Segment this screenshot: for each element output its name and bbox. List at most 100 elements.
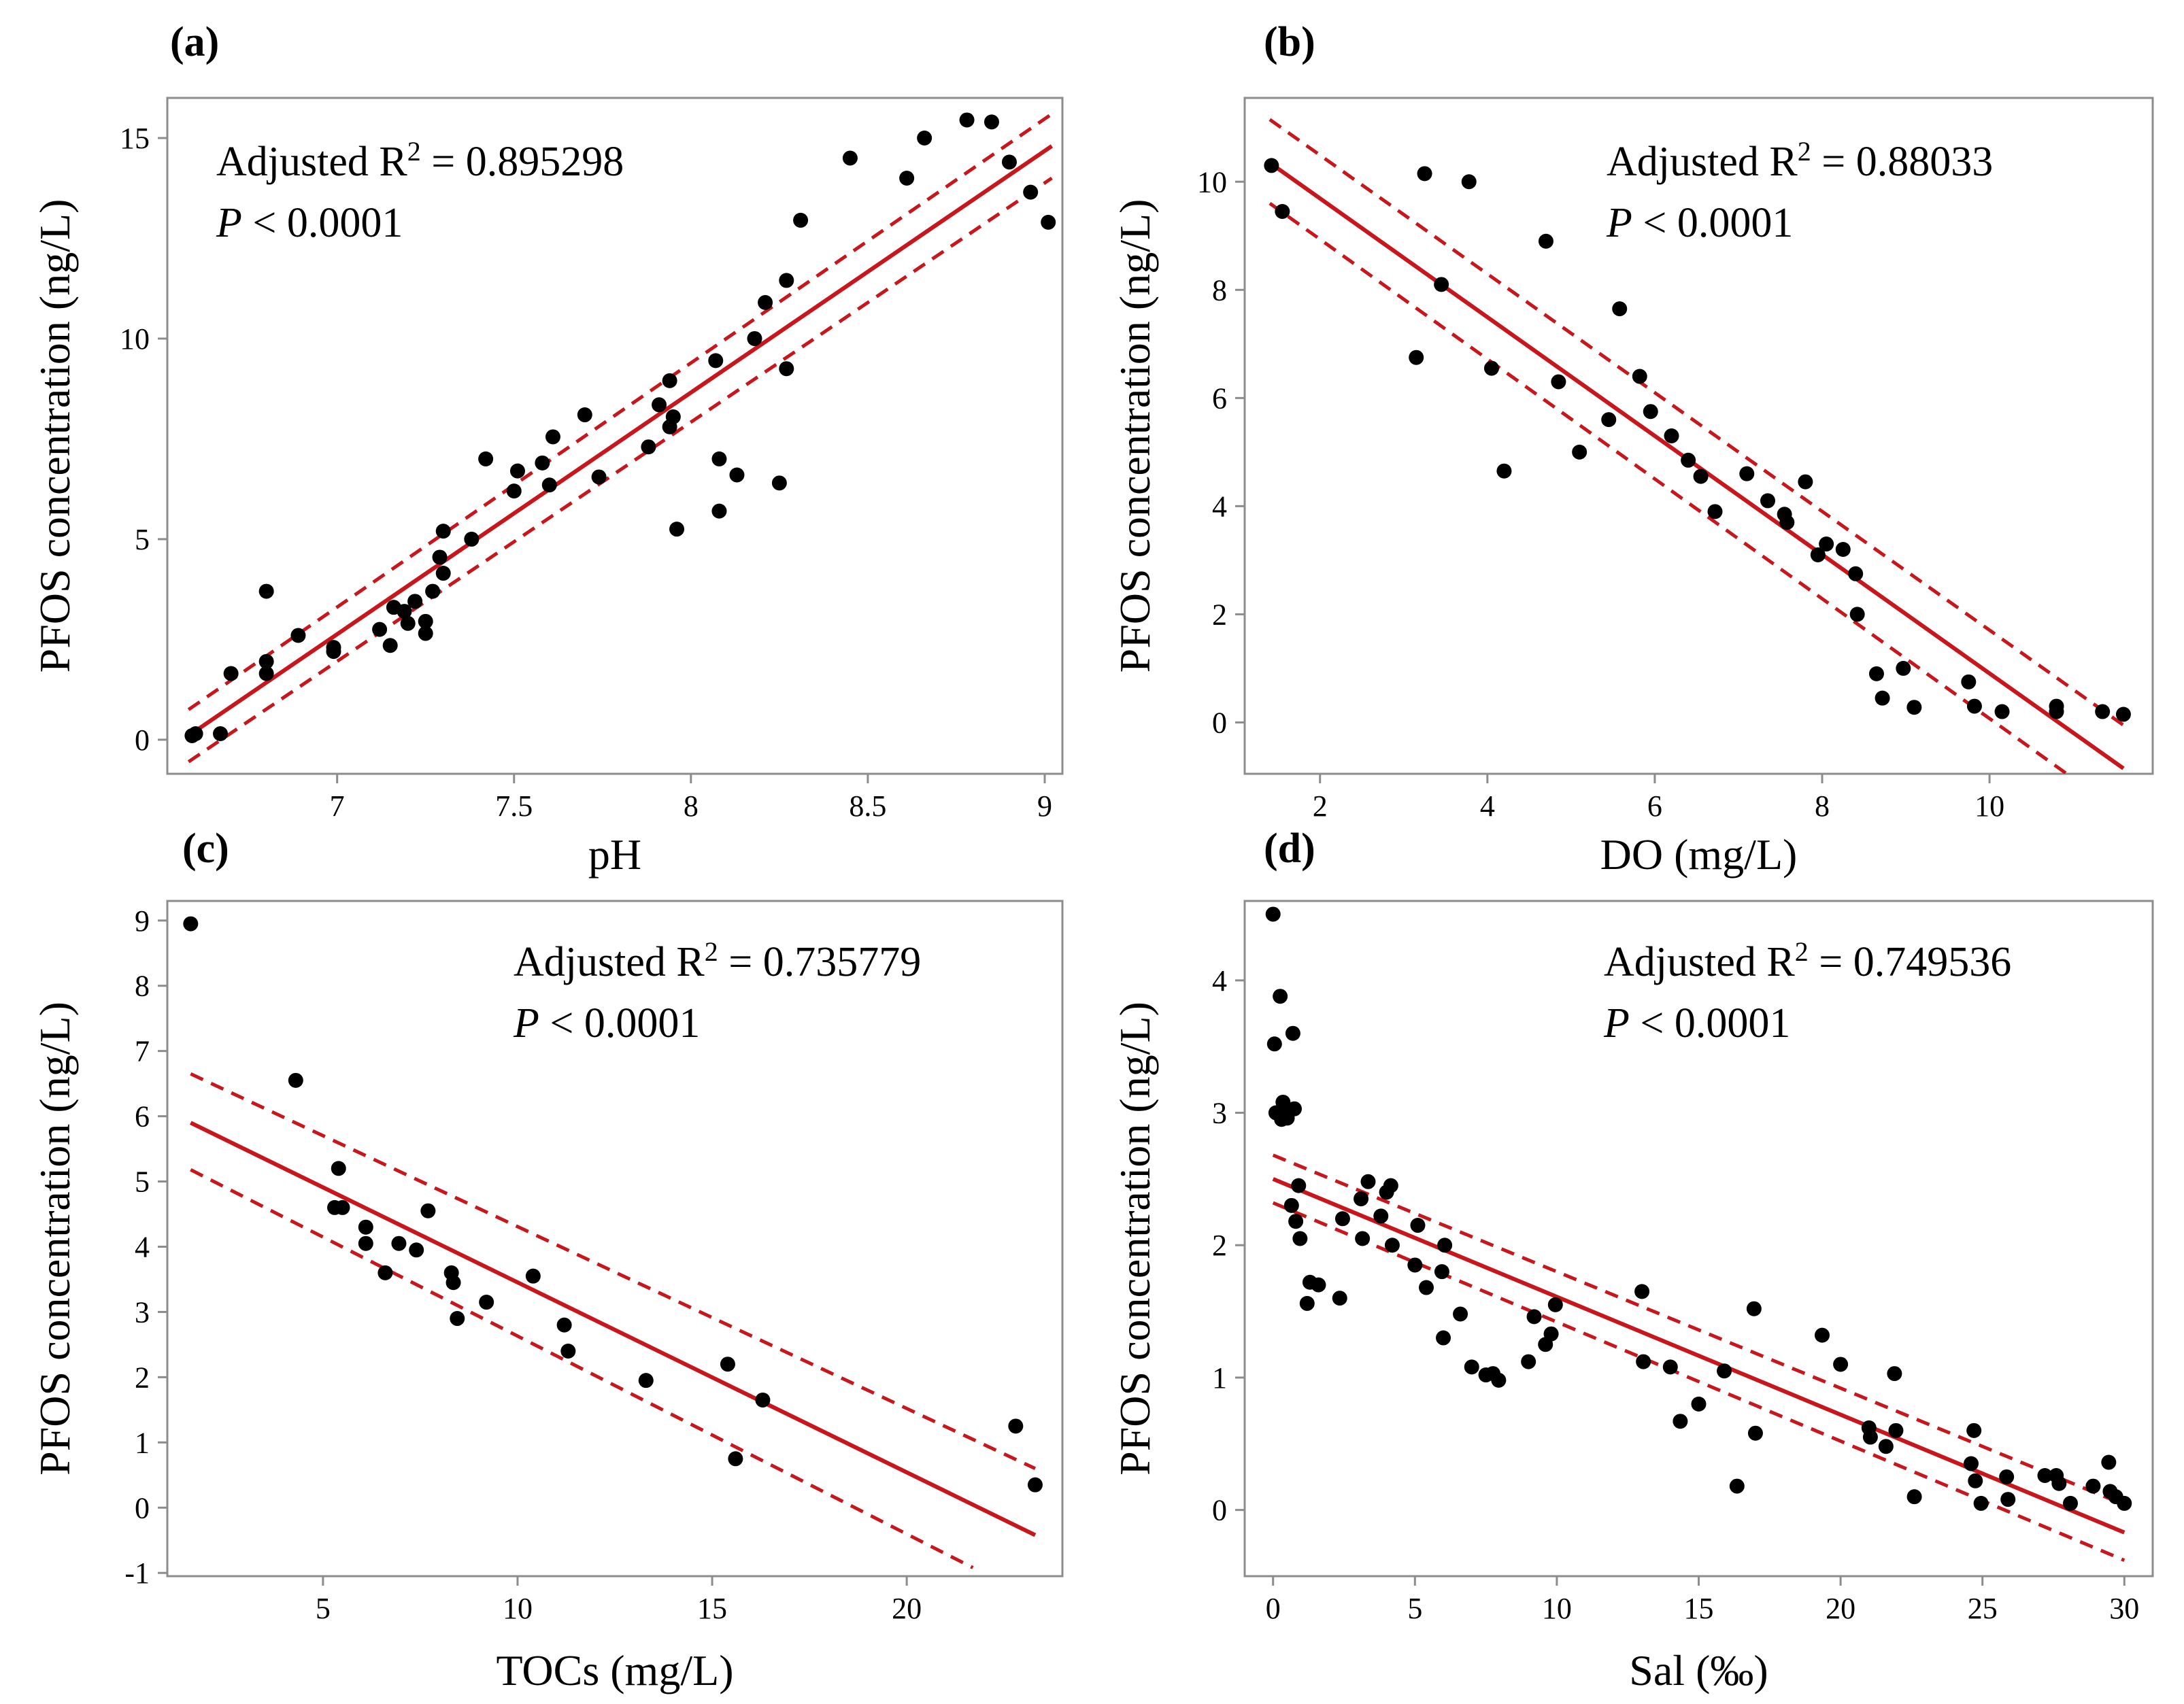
- data-point: [1664, 428, 1679, 443]
- data-point: [446, 1275, 461, 1291]
- data-point: [382, 638, 398, 653]
- panel-label: (a): [170, 19, 219, 65]
- data-point: [1643, 404, 1658, 420]
- data-point: [560, 1344, 576, 1359]
- data-point: [711, 503, 727, 519]
- panel-b: (b) 2 4 6 8 10 0 2 4 6 8 10 DO (mg/L) PFOS concentrat…: [1111, 19, 2154, 879]
- data-point: [2049, 704, 2064, 719]
- data-point: [1483, 360, 1499, 376]
- x-tick-label: 20: [1826, 1592, 1855, 1625]
- data-point: [899, 170, 915, 186]
- data-point: [793, 212, 809, 228]
- data-point: [2117, 1495, 2132, 1511]
- p-value: < 0.0001: [1632, 200, 1793, 246]
- p-value: < 0.0001: [242, 200, 403, 246]
- panel-label: (c): [182, 825, 229, 872]
- x-tick-label: 8: [684, 789, 699, 823]
- data-point: [1437, 1238, 1453, 1253]
- data-point: [1833, 1357, 1849, 1372]
- r2-value: = 0.895298: [421, 139, 624, 185]
- data-point: [258, 653, 274, 669]
- data-point: [258, 666, 274, 681]
- plot-frame: [166, 97, 1064, 775]
- regression-line: [190, 1121, 1037, 1537]
- x-tick-label: 7: [330, 789, 345, 823]
- y-tick-label: 7: [135, 1035, 150, 1068]
- data-point: [1868, 666, 1884, 681]
- data-point: [842, 150, 858, 166]
- data-point: [1434, 1264, 1449, 1280]
- x-tick-label: 9: [1037, 789, 1052, 823]
- r2-annotation: Adjusted R2 = 0.749536: [1604, 936, 2011, 985]
- x-axis-label: DO (mg/L): [1600, 830, 1798, 879]
- data-point: [1384, 1238, 1400, 1253]
- data-point: [1410, 1218, 1426, 1233]
- data-point: [1491, 1372, 1507, 1388]
- y-tick-label: 1: [135, 1426, 150, 1459]
- data-point: [665, 409, 681, 424]
- data-point: [509, 463, 525, 479]
- plot-area: [1264, 118, 2131, 774]
- y-tick-label: 15: [120, 122, 150, 155]
- data-point: [183, 916, 199, 932]
- data-point: [1999, 1469, 2015, 1484]
- y-tick-label: 2: [1212, 598, 1227, 631]
- data-point: [1572, 444, 1587, 460]
- data-point: [1543, 1326, 1559, 1342]
- y-tick-label: 1: [1212, 1361, 1227, 1395]
- p-symbol: P: [216, 200, 242, 246]
- y-tick-label: 9: [135, 904, 150, 938]
- data-point: [1779, 515, 1795, 530]
- data-point: [779, 273, 794, 288]
- data-point: [1819, 536, 1834, 552]
- data-point: [1419, 1280, 1434, 1295]
- data-point: [1041, 214, 1056, 230]
- data-point: [358, 1219, 373, 1235]
- y-tick-label: 0: [135, 723, 150, 757]
- plot-frame: [1243, 97, 2154, 775]
- data-point: [1896, 660, 1911, 676]
- data-point: [435, 566, 451, 581]
- data-point: [1434, 277, 1449, 292]
- ci-upper-line: [187, 112, 1053, 711]
- data-point: [377, 1265, 393, 1280]
- data-point: [1436, 1330, 1451, 1346]
- x-tick-label: 10: [1542, 1592, 1572, 1625]
- x-tick-label: 15: [1684, 1592, 1714, 1625]
- data-point: [1538, 233, 1553, 249]
- data-point: [758, 294, 773, 310]
- data-point: [1747, 1425, 1763, 1441]
- p-value: < 0.0001: [1630, 1000, 1790, 1046]
- r2-superscript: 2: [1798, 136, 1811, 167]
- data-point: [1601, 412, 1617, 428]
- y-tick-label: 8: [1212, 273, 1227, 307]
- y-tick-label: 10: [120, 322, 150, 356]
- data-point: [1355, 1231, 1371, 1246]
- data-point: [464, 531, 480, 547]
- y-tick-label: 8: [135, 970, 150, 1003]
- data-point: [652, 397, 667, 413]
- data-point: [397, 604, 412, 619]
- data-point: [1966, 1422, 1982, 1438]
- data-point: [2037, 1468, 2053, 1484]
- y-axis-label: PFOS concentration (ng/L): [1111, 199, 1159, 673]
- p-value: < 0.0001: [539, 1000, 700, 1046]
- data-point: [1526, 1309, 1542, 1325]
- p-symbol: P: [1606, 200, 1632, 246]
- data-point: [1973, 1495, 1989, 1511]
- plot-frame: [166, 900, 1064, 1578]
- data-point: [1461, 174, 1477, 190]
- r2-value: = 0.88033: [1811, 139, 1993, 185]
- ci-upper-line: [190, 1072, 1037, 1470]
- data-point: [535, 455, 550, 471]
- x-tick-label: 6: [1647, 789, 1662, 823]
- data-point: [1835, 541, 1851, 557]
- data-point: [418, 626, 433, 641]
- ci-lower-line: [1269, 202, 2070, 774]
- data-point: [420, 1203, 436, 1219]
- x-tick-label: 2: [1313, 789, 1328, 823]
- p-annotation: P < 0.0001: [513, 1000, 700, 1046]
- data-point: [290, 628, 306, 643]
- data-point: [1027, 1477, 1043, 1493]
